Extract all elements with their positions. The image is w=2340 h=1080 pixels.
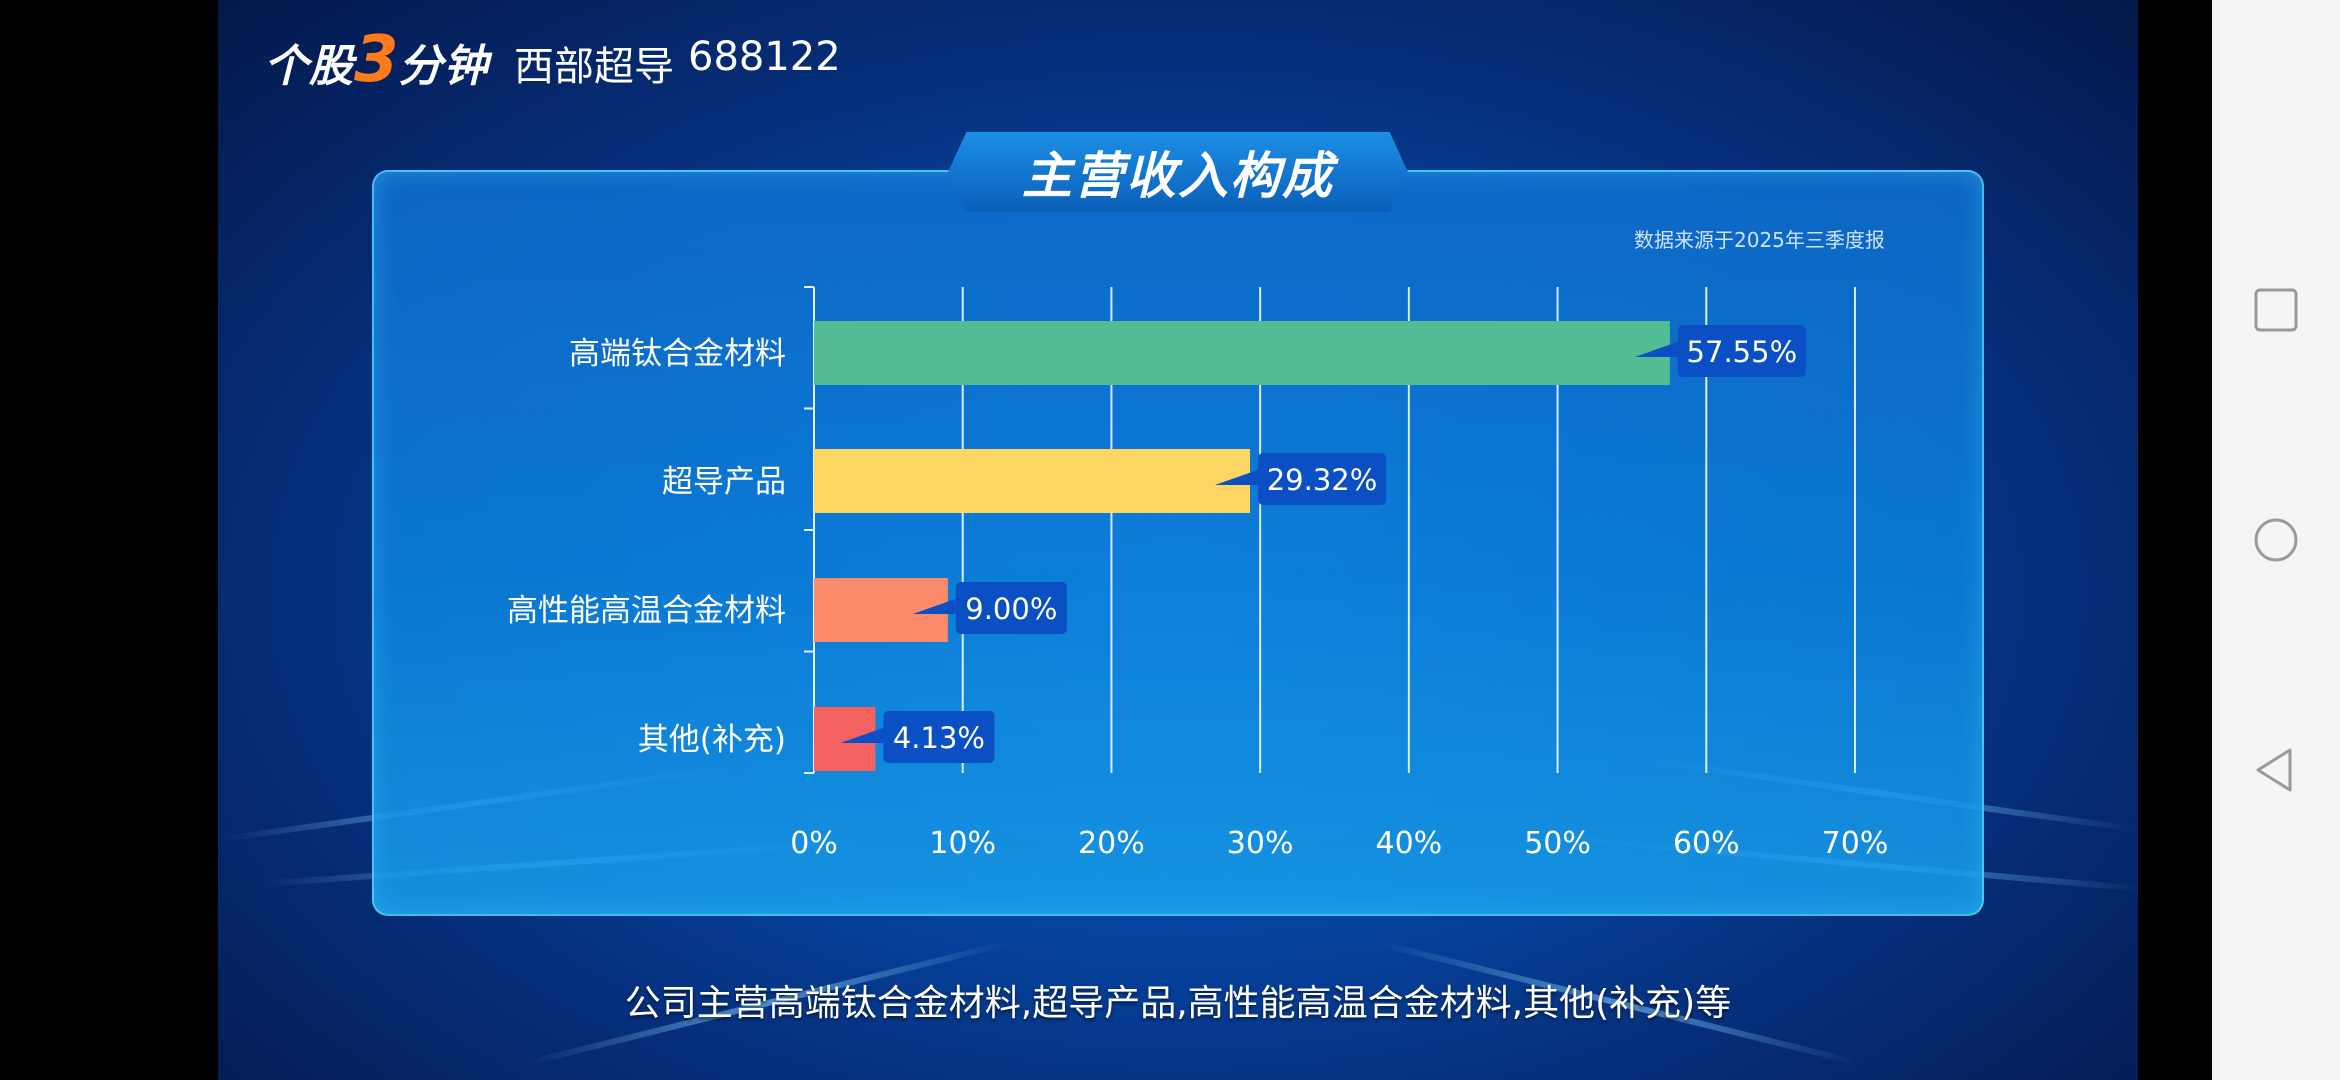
chart-panel [372,170,1984,916]
value-label: 9.00% [965,592,1057,626]
value-label: 4.13% [893,721,985,755]
category-label: 其他(补充) [638,722,786,758]
value-label-box [883,711,995,763]
x-tick-label: 0% [790,826,838,861]
data-source-note: 数据来源于2025年三季度报 [1634,228,1885,252]
video-frame: 个股 3 分钟 西部超导 688122 主营收入构成 数据来源于2025年三季度… [218,0,2138,1080]
value-label: 57.55% [1687,335,1798,369]
stock-header: 西部超导 688122 [514,34,841,92]
stock-name: 西部超导 [514,44,674,90]
value-label: 29.32% [1267,463,1378,497]
bar [814,321,1670,385]
value-label-box [955,582,1067,634]
brand-number: 3 [354,23,399,97]
x-tick-label: 10% [929,826,996,861]
x-tick-label: 30% [1227,826,1294,861]
video-subtitle: 公司主营高端钛合金材料,超导产品,高性能高温合金材料,其他(补充)等 [624,983,1732,1024]
category-label: 超导产品 [662,464,786,500]
circle-icon[interactable] [2252,516,2300,564]
value-label-box [1258,453,1387,505]
value-label-pointer [840,725,892,743]
brand-suffix: 分钟 [398,41,489,92]
value-label-box [1677,325,1806,377]
brand-logo: 个股 3 分钟 [264,23,489,97]
title-badge: 主营收入构成 [944,128,1412,216]
android-nav-bar [2212,0,2340,1080]
square-icon[interactable] [2252,286,2300,334]
stock-code: 688122 [688,34,841,80]
x-tick-label: 70% [1822,826,1889,861]
panel-title: 主营收入构成 [1022,147,1334,205]
brand-prefix: 个股 [264,41,354,92]
value-label-pointer [912,596,964,614]
category-label: 高性能高温合金材料 [507,593,786,629]
bar-chart: 0% 10% 20% 30% 40% 50% 60% 70% 高端钛合金材料 57.55% 超导产品… [507,286,1889,861]
triangle-back-icon[interactable] [2252,746,2300,794]
value-label-pointer [1215,467,1267,485]
bar [814,449,1251,513]
value-label-pointer [1634,339,1686,357]
title-badge-shape [948,132,1408,212]
x-tick-label: 20% [1078,826,1145,861]
category-label: 高端钛合金材料 [569,336,786,372]
x-tick-label: 60% [1673,826,1740,861]
x-tick-label: 50% [1524,826,1591,861]
x-tick-label: 40% [1376,826,1443,861]
